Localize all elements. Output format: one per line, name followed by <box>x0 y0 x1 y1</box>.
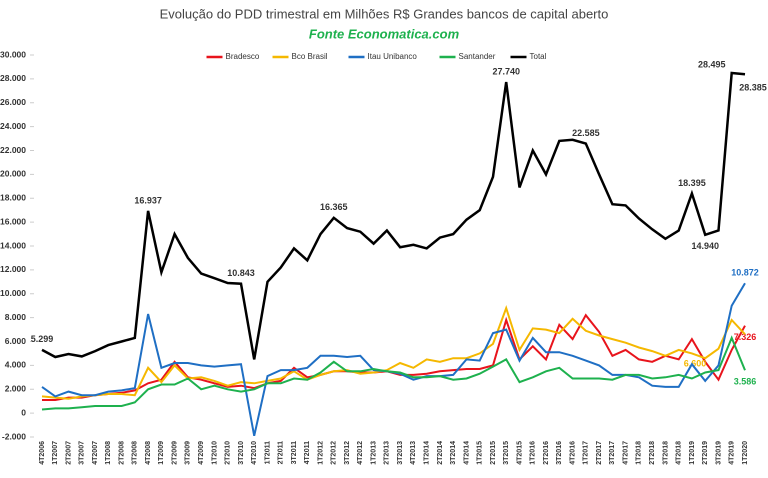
y-tick-label: 4.000 <box>5 360 27 370</box>
legend: Bradesco Bco Brasil Itau Unibanco Santander… <box>206 52 547 61</box>
y-tick-label: 28.000 <box>0 73 26 83</box>
x-tick-label: 1T2015 <box>477 441 484 465</box>
chart-title: Evolução do PDD trimestral em Milhões R$… <box>160 6 609 21</box>
x-tick-label: 2T2009 <box>171 441 178 465</box>
x-tick-label: 2T2016 <box>543 441 550 465</box>
x-tick-label: 2T2007 <box>65 441 72 465</box>
x-tick-label: 4T2011 <box>304 441 311 464</box>
data-label: 16.365 <box>320 202 348 212</box>
x-tick-label: 1T2010 <box>211 441 218 465</box>
x-tick-label: 1T2014 <box>424 441 431 465</box>
legend-label: Bradesco <box>226 52 260 61</box>
x-tick-label: 1T2008 <box>105 441 112 465</box>
x-tick-label: 3T2009 <box>185 441 192 465</box>
series-line <box>41 335 746 411</box>
x-tick-label: 3T2014 <box>450 441 457 465</box>
x-tick-label: 4T2009 <box>198 441 205 465</box>
x-tick-label: 2T2019 <box>702 441 709 465</box>
x-tick-label: 3T2011 <box>291 441 298 464</box>
x-tick-label: 2T2008 <box>118 441 125 465</box>
x-tick-label: 4T2014 <box>463 441 470 465</box>
y-tick-label: 18.000 <box>0 193 26 203</box>
series-line <box>42 313 746 401</box>
y-tick-label: 8.000 <box>5 312 27 322</box>
x-tick-label: 4T2012 <box>357 441 364 465</box>
series-line <box>41 71 746 360</box>
x-tick-label: 1T2007 <box>52 441 59 465</box>
x-tick-label: 3T2019 <box>715 441 722 465</box>
data-label: 6.600 <box>684 359 707 369</box>
x-tick-label: 1T2009 <box>158 441 165 465</box>
y-tick-label: 12.000 <box>0 264 26 274</box>
x-tick-label: 2T2010 <box>225 441 232 465</box>
y-tick-label: 10.000 <box>0 288 26 298</box>
data-label: 28.495 <box>698 59 726 69</box>
data-label: 27.740 <box>492 66 520 76</box>
x-tick-label: 3T2016 <box>556 441 563 465</box>
x-tick-label: 3T2017 <box>609 441 616 465</box>
data-label: 16.937 <box>134 195 162 205</box>
y-tick-label: -2.000 <box>2 431 26 441</box>
x-tick-label: 3T2007 <box>79 441 86 465</box>
x-tick-label: 3T2010 <box>238 441 245 465</box>
x-tick-label: 4T2013 <box>410 441 417 465</box>
x-tick-label: 4T2018 <box>676 441 683 465</box>
x-tick-label: 1T2011 <box>264 441 271 464</box>
series-line <box>41 305 746 400</box>
x-tick-label: 2T2015 <box>490 441 497 465</box>
x-tick-label: 4T2007 <box>92 441 99 465</box>
data-label: 3.586 <box>734 377 757 387</box>
x-tick-label: 1T2017 <box>583 441 590 465</box>
x-tick-label: 4T2016 <box>569 441 576 465</box>
data-label: 10.843 <box>227 268 255 278</box>
y-tick-label: 16.000 <box>0 216 26 226</box>
x-tick-label: 4T2019 <box>729 441 736 465</box>
data-label: 18.395 <box>678 178 706 188</box>
x-tick-label: 3T2018 <box>662 441 669 465</box>
chart-subtitle: Fonte Economatica.com <box>309 26 460 41</box>
legend-label: Itau Unibanco <box>368 52 418 61</box>
y-tick-label: 0 <box>21 407 26 417</box>
x-tick-label: 3T2008 <box>132 441 139 465</box>
x-tick-label: 4T2006 <box>39 441 46 465</box>
x-tick-label: 1T2018 <box>636 441 643 465</box>
x-tick-label: 2T2012 <box>331 441 338 465</box>
x-tick-label: 2T2014 <box>437 441 444 465</box>
y-tick-label: 14.000 <box>0 240 26 250</box>
x-tick-label: 1T2020 <box>742 441 749 465</box>
legend-label: Total <box>530 52 547 61</box>
y-tick-label: 22.000 <box>0 145 26 155</box>
legend-label: Santander <box>459 52 496 61</box>
x-tick-label: 4T2010 <box>251 441 258 465</box>
data-label: 7.326 <box>734 332 757 342</box>
x-tick-label: 3T2012 <box>344 441 351 465</box>
x-tick-label: 1T2016 <box>530 441 537 465</box>
x-tick-label: 4T2008 <box>145 441 152 465</box>
y-tick-label: 20.000 <box>0 169 26 179</box>
x-tick-label: 2T2018 <box>649 441 656 465</box>
x-tick-label: 3T2015 <box>503 441 510 465</box>
data-label: 22.585 <box>572 128 600 138</box>
y-tick-label: 26.000 <box>0 97 26 107</box>
x-tick-label: 1T2013 <box>370 441 377 465</box>
x-tick-label: 2T2017 <box>596 441 603 465</box>
x-tick-label: 1T2019 <box>689 441 696 465</box>
x-tick-label: 3T2013 <box>397 441 404 465</box>
data-label: 10.872 <box>731 268 759 278</box>
x-tick-label: 2T2013 <box>384 441 391 465</box>
x-tick-label: 4T2015 <box>516 441 523 465</box>
data-label: 5.299 <box>31 334 54 344</box>
legend-label: Bco Brasil <box>292 52 328 61</box>
y-tick-label: 2.000 <box>5 384 27 394</box>
x-tick-label: 2T2011 <box>278 441 285 464</box>
x-tick-label: 4T2017 <box>622 441 629 465</box>
y-tick-label: 24.000 <box>0 121 26 131</box>
data-label: 28.385 <box>739 83 767 93</box>
data-label: 14.940 <box>691 241 719 251</box>
y-tick-label: 30.000 <box>0 49 26 59</box>
x-tick-label: 1T2012 <box>317 441 324 465</box>
y-tick-label: 6.000 <box>5 336 27 346</box>
